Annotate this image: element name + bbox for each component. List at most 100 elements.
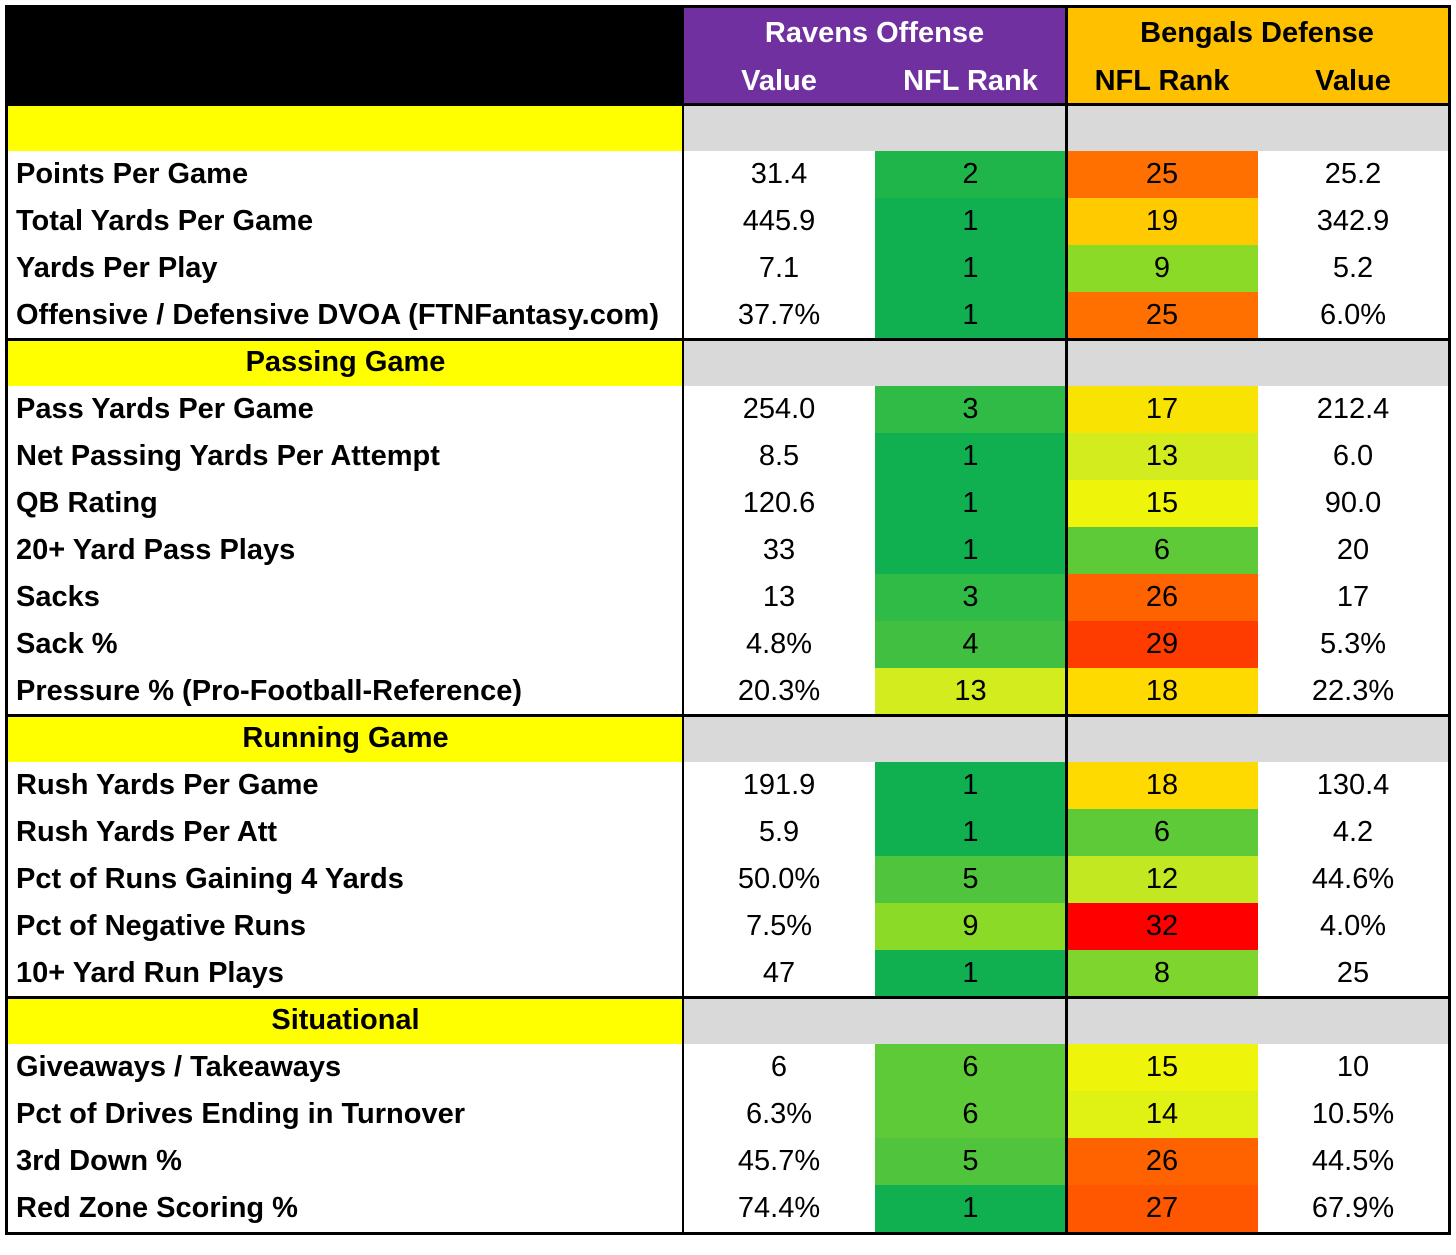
row-label: Rush Yards Per Game	[16, 769, 319, 801]
ravens-value: 6.3%	[745, 1098, 813, 1130]
bengals-rank: 6	[1066, 527, 1258, 574]
bengals-rank: 26	[1066, 1138, 1258, 1185]
section-title-3: Running Game	[8, 715, 683, 762]
divider-label-col	[682, 8, 684, 1232]
bengals-value: 342.9	[1316, 205, 1390, 237]
ravens-value: 37.7%	[737, 299, 821, 331]
section-title-2: Passing Game	[8, 339, 683, 386]
ravens-rank: 1	[875, 245, 1066, 292]
section-title-1	[8, 104, 683, 151]
row-label: Pct of Runs Gaining 4 Yards	[16, 863, 404, 895]
bengals-value: 5.2	[1332, 252, 1374, 284]
bengals-value: 4.0%	[1319, 910, 1387, 942]
ravens-rank: 1	[875, 527, 1066, 574]
bengals-value: 44.6%	[1311, 863, 1395, 895]
bengals-rank: 12	[1066, 856, 1258, 903]
ravens-value: 191.9	[742, 769, 816, 801]
bengals-value: 4.2	[1332, 816, 1374, 848]
bengals-rank: 6	[1066, 809, 1258, 856]
row-label: Sacks	[16, 581, 100, 613]
row-label: Red Zone Scoring %	[16, 1192, 298, 1224]
ravens-value: 120.6	[742, 487, 816, 519]
bengals-value: 44.5%	[1311, 1145, 1395, 1177]
row-label: 20+ Yard Pass Plays	[16, 534, 296, 566]
row-label: Pct of Drives Ending in Turnover	[16, 1098, 466, 1130]
ravens-rank: 1	[875, 950, 1066, 997]
bengals-rank: 14	[1066, 1091, 1258, 1138]
border-top	[5, 5, 1451, 8]
border-right	[1448, 5, 1451, 1235]
bengals-value: 6.0	[1332, 440, 1374, 472]
ravens-value: 6	[770, 1051, 788, 1083]
row-label: Yards Per Play	[16, 252, 218, 284]
border-bottom	[5, 1232, 1451, 1235]
ravens-rank: 9	[875, 903, 1066, 950]
row-label: Rush Yards Per Att	[16, 816, 278, 848]
bengals-rank-header: NFL Rank	[1094, 64, 1230, 97]
ravens-rank: 6	[875, 1091, 1066, 1138]
ravens-rank: 13	[875, 668, 1066, 715]
ravens-value: 7.1	[758, 252, 800, 284]
bengals-value: 20	[1336, 534, 1370, 566]
ravens-value: 74.4%	[737, 1192, 821, 1224]
section-divider-1	[8, 338, 1448, 341]
bengals-rank: 18	[1066, 762, 1258, 809]
section-title-4: Situational	[8, 997, 683, 1044]
bengals-rank: 18	[1066, 668, 1258, 715]
ravens-rank: 5	[875, 856, 1066, 903]
ravens-value: 47	[762, 957, 796, 989]
bengals-rank: 8	[1066, 950, 1258, 997]
ravens-rank: 1	[875, 762, 1066, 809]
bengals-rank: 17	[1066, 386, 1258, 433]
ravens-header-bg	[683, 8, 1066, 104]
ravens-rank: 1	[875, 809, 1066, 856]
row-label: Points Per Game	[16, 158, 249, 190]
bengals-value: 212.4	[1316, 393, 1390, 425]
bengals-value: 6.0%	[1319, 299, 1387, 331]
ravens-value: 50.0%	[737, 863, 821, 895]
row-label: Offensive / Defensive DVOA (FTNFantasy.c…	[16, 299, 659, 331]
bengals-rank: 32	[1066, 903, 1258, 950]
bengals-rank: 25	[1066, 151, 1258, 198]
ravens-rank: 1	[875, 292, 1066, 339]
bengals-value: 130.4	[1316, 769, 1390, 801]
ravens-rank-header: NFL Rank	[903, 64, 1038, 97]
ravens-rank: 3	[875, 574, 1066, 621]
bengals-rank: 29	[1066, 621, 1258, 668]
ravens-value-header: Value	[741, 64, 817, 97]
row-label: Pressure % (Pro-Football-Reference)	[16, 675, 523, 707]
bengals-rank: 15	[1066, 1044, 1258, 1091]
ravens-rank: 3	[875, 386, 1066, 433]
ravens-value: 254.0	[742, 393, 816, 425]
ravens-rank: 2	[875, 151, 1066, 198]
ravens-rank: 1	[875, 480, 1066, 527]
bengals-value-header: Value	[1315, 64, 1391, 97]
header-corner	[8, 8, 683, 104]
ravens-rank: 6	[875, 1044, 1066, 1091]
ravens-rank: 1	[875, 433, 1066, 480]
bengals-value: 25	[1336, 957, 1370, 989]
bengals-value: 22.3%	[1311, 675, 1395, 707]
bengals-rank: 19	[1066, 198, 1258, 245]
ravens-rank: 5	[875, 1138, 1066, 1185]
bengals-value: 10	[1336, 1051, 1370, 1083]
ravens-value: 7.5%	[745, 910, 813, 942]
row-label: 3rd Down %	[16, 1145, 182, 1177]
bengals-rank: 15	[1066, 480, 1258, 527]
ravens-value: 5.9	[758, 816, 800, 848]
row-label: Sack %	[16, 628, 118, 660]
ravens-rank: 1	[875, 1185, 1066, 1232]
divider-teams	[1065, 8, 1068, 1232]
row-label: Pct of Negative Runs	[16, 910, 307, 942]
bengals-value: 5.3%	[1319, 628, 1387, 660]
ravens-rank: 4	[875, 621, 1066, 668]
header-divider	[8, 103, 1448, 106]
border-left	[5, 5, 8, 1235]
ravens-value: 31.4	[750, 158, 808, 190]
bengals-defense-title: Bengals Defense	[1140, 16, 1374, 49]
bengals-rank: 26	[1066, 574, 1258, 621]
ravens-value: 13	[762, 581, 796, 613]
ravens-value: 4.8%	[745, 628, 813, 660]
row-label: Pass Yards Per Game	[16, 393, 314, 425]
